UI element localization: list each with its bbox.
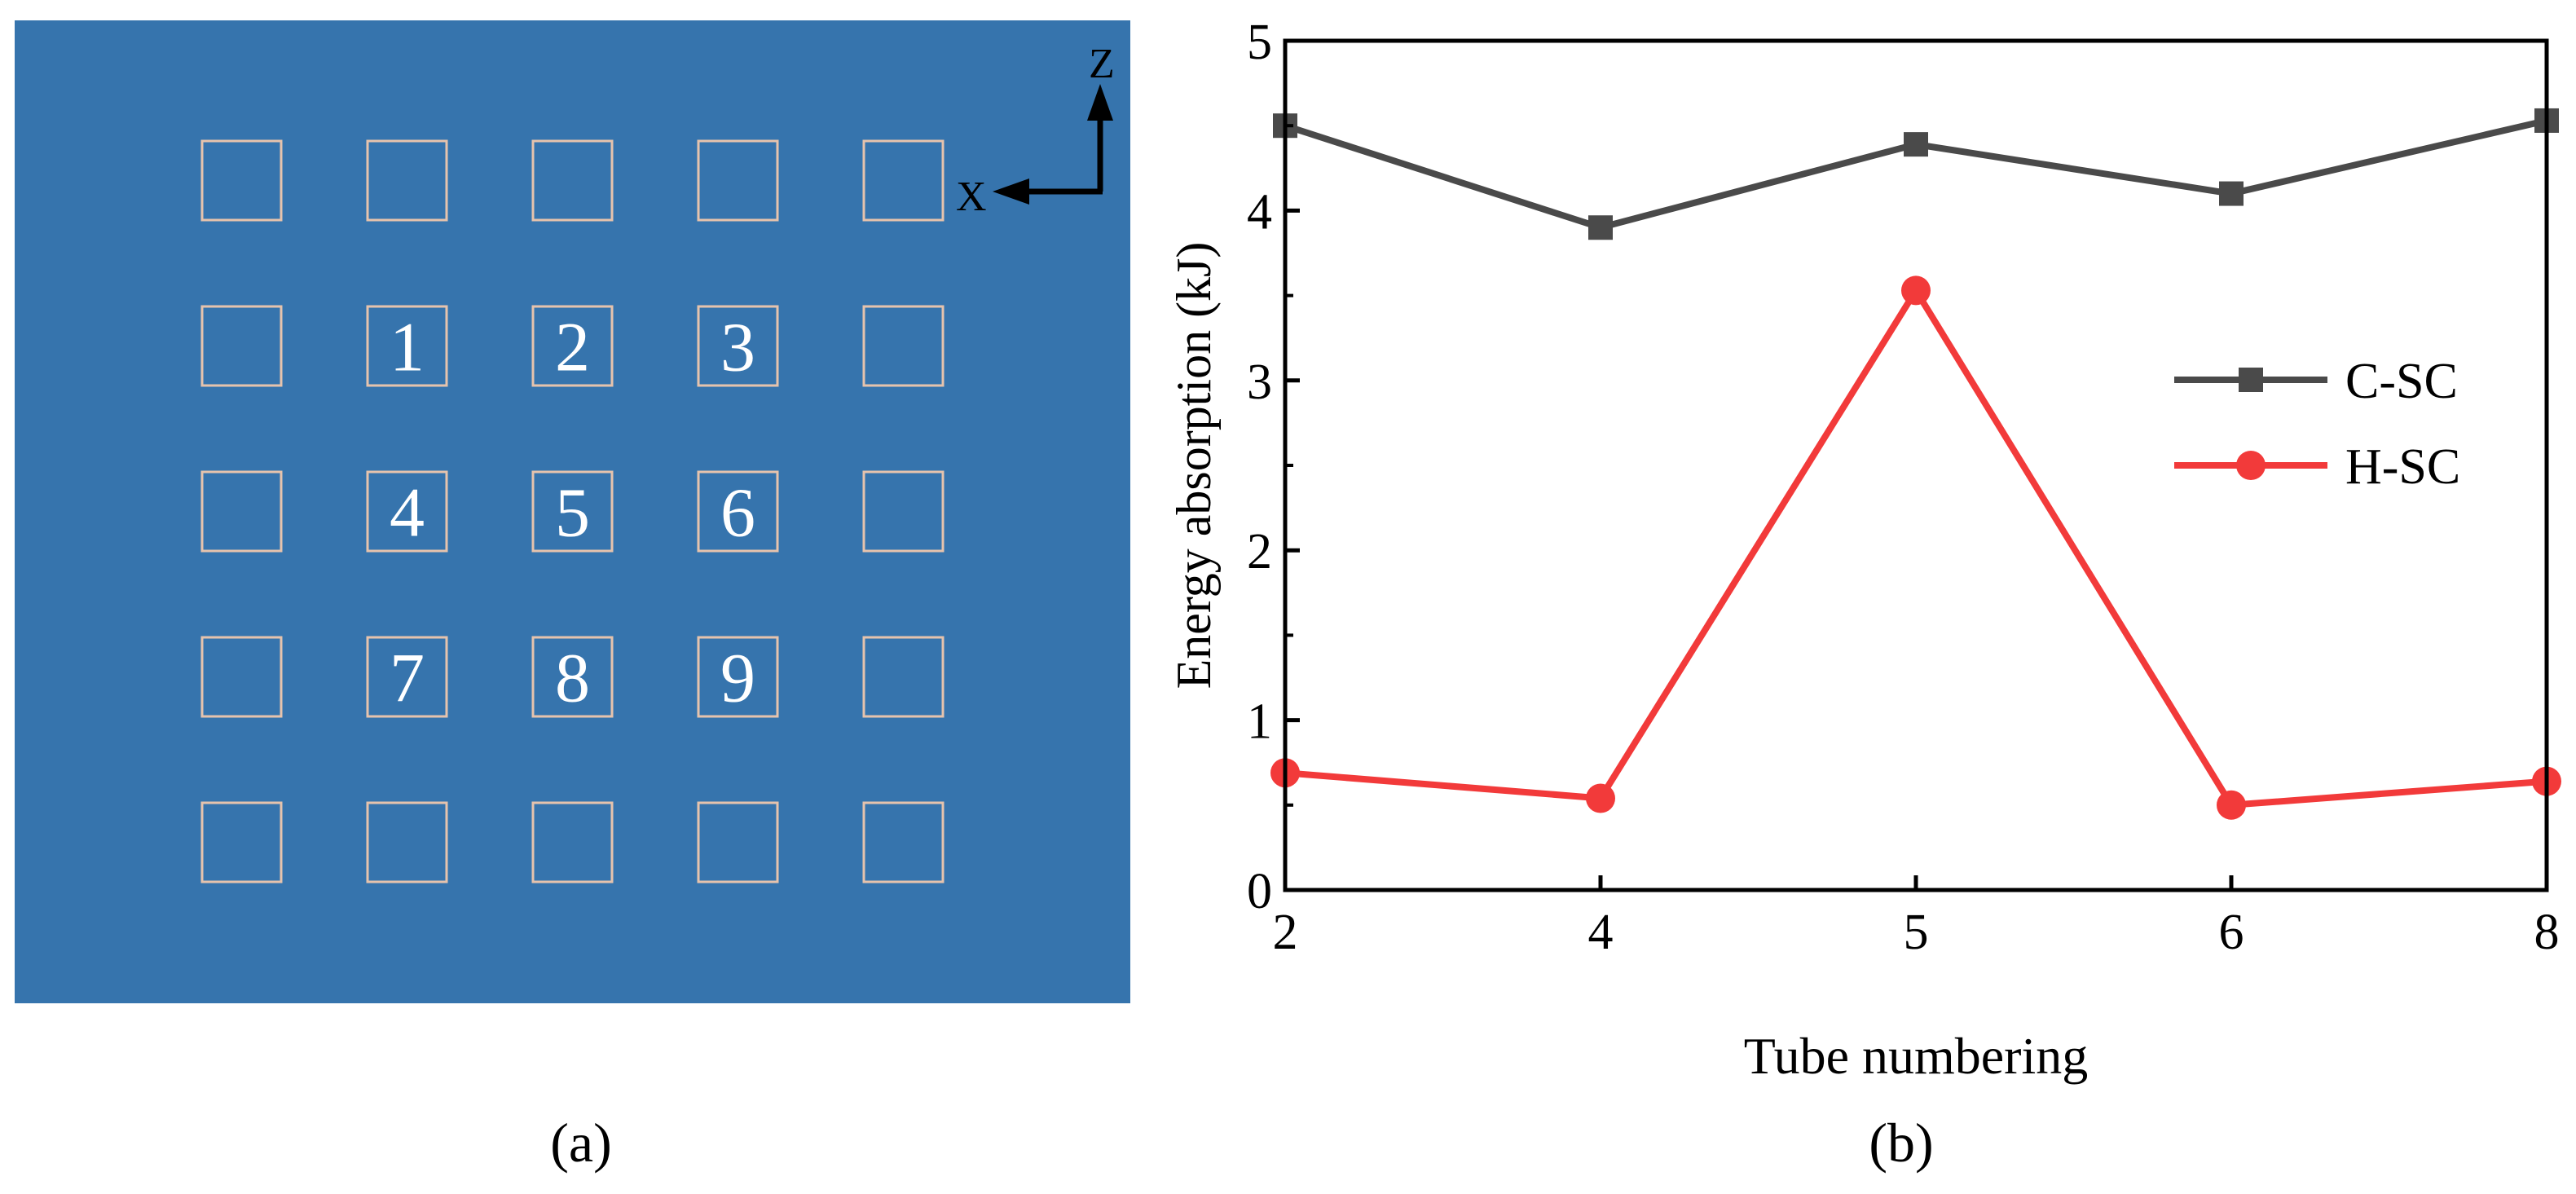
tube-square	[862, 636, 945, 718]
legend-circle-marker-icon	[2236, 451, 2266, 480]
tube-square	[531, 801, 614, 883]
y-tick-label: 0	[1247, 864, 1272, 919]
tube-square	[531, 139, 614, 222]
tube-number-label: 2	[555, 308, 590, 386]
tube-square	[862, 470, 945, 553]
panel-b-caption: (b)	[1869, 1112, 1933, 1174]
tube-square	[366, 470, 448, 553]
y-axis-ticks: 0 1 2 3 4 5	[1247, 15, 1300, 919]
x-tick-label: 5	[1904, 905, 1929, 960]
tube-number-label: 7	[390, 639, 425, 717]
panel-a-tube-layout: 1 2 3 4 5 6 7 8 9 Z X	[15, 20, 1130, 1003]
tube-grid: 1 2 3 4 5 6 7 8 9	[200, 139, 945, 883]
legend-square-marker-icon	[2239, 368, 2263, 392]
data-point-h-sc	[1901, 275, 1931, 306]
y-tick-label: 4	[1247, 184, 1272, 240]
tube-number-label: 6	[720, 474, 755, 552]
data-point-c-sc	[1588, 215, 1613, 240]
tube-square	[697, 470, 779, 553]
x-tick-label: 8	[2534, 905, 2560, 960]
legend-item-h-sc: H-SC	[2174, 439, 2460, 495]
tube-number-label: 8	[555, 639, 590, 717]
legend-label: H-SC	[2345, 439, 2460, 495]
z-axis-arrowhead-icon	[1087, 84, 1113, 121]
tube-number-label: 1	[390, 308, 425, 386]
tube-square	[366, 139, 448, 222]
y-tick-label: 2	[1247, 524, 1272, 579]
panel-a-caption: (a)	[550, 1112, 611, 1174]
tube-square	[200, 470, 283, 553]
panel-b-chart: 0 1 2 3 4 5 2 4 5 6 8 Energy absorption (kJ) Tube…	[1167, 15, 2561, 1085]
legend: C-SC H-SC	[2174, 354, 2460, 495]
plot-markers	[1270, 108, 2561, 820]
y-tick-label: 1	[1247, 694, 1272, 750]
tube-square	[531, 305, 614, 387]
data-point-c-sc	[1904, 132, 1928, 157]
axes-indicator: Z X	[956, 41, 1115, 220]
tube-square	[200, 636, 283, 718]
x-tick-label: 4	[1588, 905, 1614, 960]
data-point-c-sc	[2219, 181, 2244, 206]
tube-square	[531, 636, 614, 718]
tube-square	[862, 139, 945, 222]
x-tick-label: 2	[1273, 905, 1298, 960]
tube-number-label: 4	[390, 474, 425, 552]
tube-square	[531, 470, 614, 553]
y-axis-title: Energy absorption (kJ)	[1167, 242, 1221, 690]
legend-label: C-SC	[2345, 354, 2458, 409]
tube-number-label: 9	[720, 639, 755, 717]
tube-square	[862, 305, 945, 387]
tube-square	[697, 801, 779, 883]
tube-square	[366, 801, 448, 883]
tube-square	[200, 139, 283, 222]
z-axis-label: Z	[1089, 41, 1115, 87]
y-tick-label: 5	[1247, 15, 1272, 70]
tube-square	[697, 305, 779, 387]
tube-square	[862, 801, 945, 883]
tube-number-label: 5	[555, 474, 590, 552]
x-axis-ticks: 2 4 5 6 8	[1273, 875, 2560, 960]
x-axis-label: X	[956, 174, 987, 220]
x-tick-label: 6	[2219, 905, 2244, 960]
x-axis-title: Tube numbering	[1744, 1027, 2089, 1085]
tube-number-label: 3	[720, 308, 755, 386]
tube-square	[697, 139, 779, 222]
tube-square	[200, 801, 283, 883]
data-point-h-sc	[2217, 790, 2246, 820]
y-tick-label: 3	[1247, 355, 1272, 410]
legend-item-c-sc: C-SC	[2174, 354, 2458, 409]
tube-square	[366, 305, 448, 387]
tube-square	[697, 636, 779, 718]
tube-square	[200, 305, 283, 387]
x-axis-arrowhead-icon	[993, 178, 1029, 205]
panel-a-background	[15, 20, 1130, 1003]
tube-square	[366, 636, 448, 718]
data-point-h-sc	[1586, 783, 1615, 813]
